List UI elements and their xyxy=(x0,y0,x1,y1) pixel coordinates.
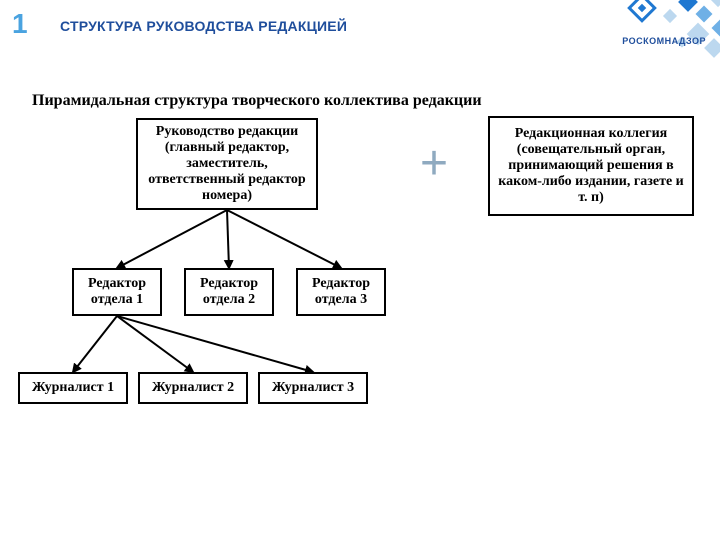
tree-node-mid1: Редактор отдела 1 xyxy=(72,268,162,316)
tree-node-leaf1: Журналист 1 xyxy=(18,372,128,404)
logo: РОСКОМНАДЗОР xyxy=(590,0,720,56)
page-number: 1 xyxy=(12,8,28,40)
tree-node-mid2: Редактор отдела 2 xyxy=(184,268,274,316)
tree-node-root: Руководство редакции (главный редактор, … xyxy=(136,118,318,210)
slide-title: СТРУКТУРА РУКОВОДСТВА РЕДАКЦИЕЙ xyxy=(60,18,347,34)
tree-node-leaf2: Журналист 2 xyxy=(138,372,248,404)
plus-icon: + xyxy=(420,136,448,191)
section-subtitle: Пирамидальная структура творческого колл… xyxy=(32,92,482,110)
slide-header: 1 СТРУКТУРА РУКОВОДСТВА РЕДАКЦИЕЙ РОСКОМ… xyxy=(0,0,720,56)
tree-node-mid3: Редактор отдела 3 xyxy=(296,268,386,316)
logo-text: РОСКОМНАДЗОР xyxy=(622,36,706,46)
tree-node-side: Редакционная коллегия (совещательный орг… xyxy=(488,116,694,216)
tree-node-leaf3: Журналист 3 xyxy=(258,372,368,404)
